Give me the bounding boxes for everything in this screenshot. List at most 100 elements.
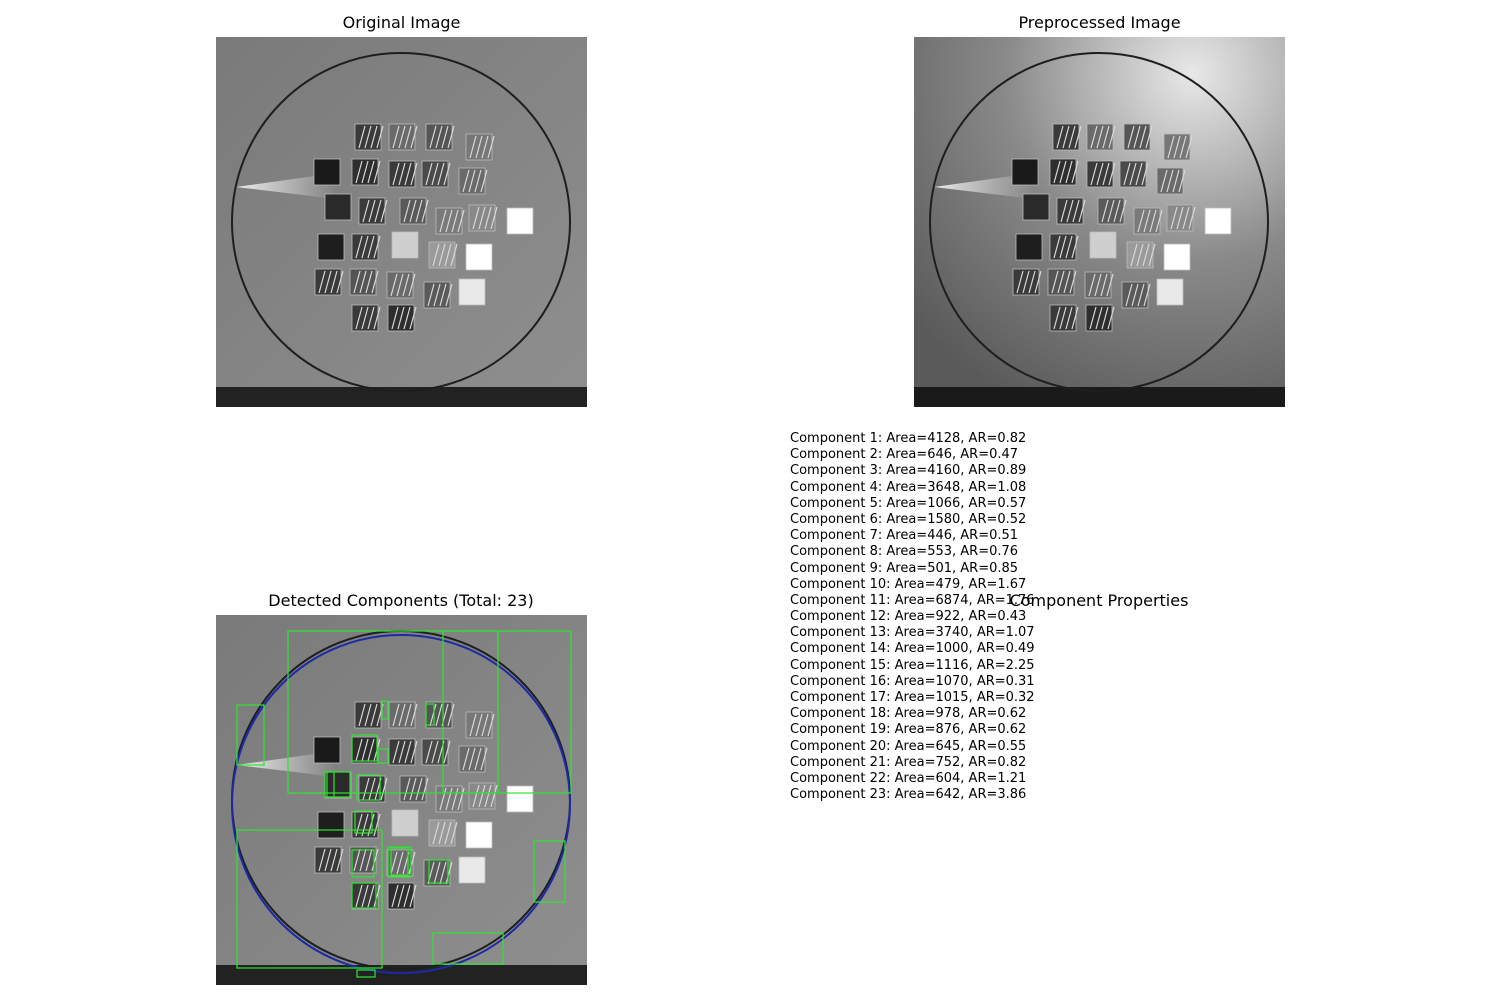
wafer-glare	[236, 173, 336, 199]
component-bounding-box	[351, 849, 375, 878]
die-texture	[432, 243, 440, 267]
component-property-line: Component 23: Area=642, AR=3.86	[790, 787, 1027, 803]
component-bounding-box	[425, 703, 435, 726]
component-bounding-box	[324, 771, 351, 798]
die-texture	[361, 813, 369, 837]
die-texture	[443, 740, 451, 764]
die-texture	[364, 125, 372, 149]
die-texture	[1096, 125, 1104, 149]
die-texture	[1108, 162, 1116, 186]
die-square	[317, 811, 345, 839]
die-texture	[1063, 270, 1071, 294]
die-texture	[487, 135, 495, 159]
die-square	[1089, 231, 1117, 259]
die-texture	[398, 162, 406, 186]
die-texture	[451, 787, 459, 811]
die-texture	[367, 306, 375, 330]
die-texture	[361, 884, 369, 908]
component-properties-title: Component Properties	[1009, 591, 1189, 610]
die-texture	[373, 813, 381, 837]
die-texture	[402, 273, 410, 297]
die-texture	[490, 206, 498, 230]
die-texture	[415, 777, 423, 801]
die-texture	[1129, 162, 1137, 186]
die-texture	[484, 784, 492, 808]
die-texture	[457, 787, 465, 811]
die-texture	[450, 243, 458, 267]
die-texture	[324, 270, 332, 294]
die-texture	[1127, 125, 1135, 149]
die-texture	[487, 713, 495, 737]
original-image-title: Original Image	[342, 13, 461, 32]
die-texture	[475, 135, 483, 159]
die-texture	[447, 125, 455, 149]
die-texture	[1102, 162, 1110, 186]
die-texture	[371, 270, 379, 294]
die-texture	[408, 273, 416, 297]
die-texture	[1034, 270, 1042, 294]
die-texture	[1071, 160, 1079, 184]
component-property-line: Component 14: Area=1000, AR=0.49	[790, 641, 1035, 657]
die-texture	[409, 306, 417, 330]
die-texture	[374, 199, 382, 223]
die-texture	[355, 884, 363, 908]
die-texture	[439, 283, 447, 307]
die-texture	[409, 777, 417, 801]
die-texture	[359, 270, 367, 294]
die-square	[313, 158, 341, 186]
component-property-line: Component 15: Area=1116, AR=2.25	[790, 657, 1035, 673]
component-property-line: Component 10: Area=479, AR=1.67	[790, 576, 1027, 592]
component-bounding-box	[354, 810, 373, 834]
die-square	[324, 771, 352, 799]
original-image	[216, 37, 587, 407]
die-texture	[355, 306, 363, 330]
die-texture	[1107, 306, 1115, 330]
die-texture	[1160, 169, 1168, 193]
component-bounding-box	[428, 859, 449, 884]
die-texture	[472, 784, 480, 808]
die-texture	[469, 135, 477, 159]
die-texture	[468, 169, 476, 193]
component-bounding-box	[287, 630, 499, 794]
die-texture	[410, 703, 418, 727]
die-texture	[358, 125, 366, 149]
die-texture	[439, 787, 447, 811]
die-square	[317, 233, 345, 261]
die-texture	[1056, 125, 1064, 149]
die-texture	[391, 884, 399, 908]
die-texture	[336, 270, 344, 294]
die-texture	[1100, 273, 1108, 297]
die-texture	[478, 784, 486, 808]
die-texture	[444, 821, 452, 845]
die-texture	[1053, 160, 1061, 184]
die-texture	[444, 243, 452, 267]
die-texture	[481, 135, 489, 159]
component-property-line: Component 1: Area=4128, AR=0.82	[790, 431, 1027, 446]
die-square	[458, 856, 486, 884]
component-bounding-box	[351, 882, 377, 909]
component-property-line: Component 9: Area=501, AR=0.85	[790, 560, 1019, 576]
die-texture	[376, 125, 384, 149]
die-texture	[398, 703, 406, 727]
component-contour	[231, 634, 571, 974]
die-texture	[367, 884, 375, 908]
die-texture	[1089, 306, 1097, 330]
die-texture	[1016, 270, 1024, 294]
die-texture	[438, 243, 446, 267]
die-texture	[1065, 160, 1073, 184]
die-texture	[410, 740, 418, 764]
die-texture	[1113, 199, 1121, 223]
component-property-line: Component 21: Area=752, AR=0.82	[790, 754, 1027, 770]
die-square	[1156, 278, 1184, 306]
die-texture	[431, 162, 439, 186]
component-bounding-box	[236, 829, 383, 969]
die-texture	[1139, 125, 1147, 149]
component-property-line: Component 17: Area=1015, AR=0.32	[790, 690, 1035, 705]
die-texture	[425, 740, 433, 764]
die-texture	[391, 306, 399, 330]
die-texture	[1176, 206, 1184, 230]
die-texture	[409, 199, 417, 223]
die-texture	[431, 740, 439, 764]
die-texture	[318, 270, 326, 294]
die-texture	[380, 199, 388, 223]
